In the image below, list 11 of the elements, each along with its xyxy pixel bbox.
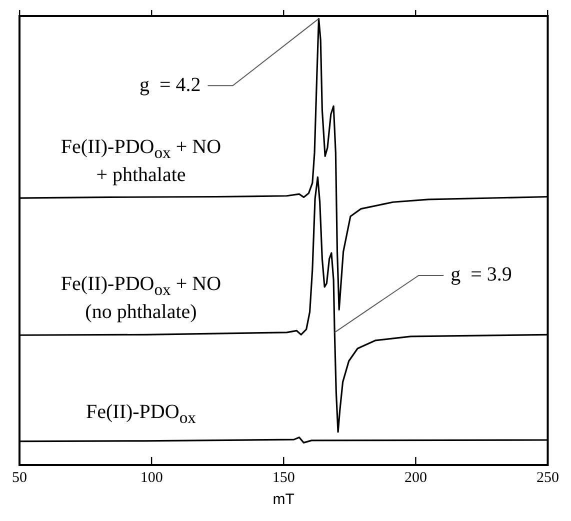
x-axis-title: mT: [272, 491, 294, 508]
x-tick-label: 150: [272, 470, 295, 486]
series-label: Fe(II)-PDO$_{ox}$ + NO + phthalate: [60, 136, 222, 186]
series-label: Fe(II)-PDO$_{ox}$ + NO (no phthalate): [60, 273, 222, 324]
x-tick-label: 200: [404, 470, 427, 486]
annotation: g = 3.9: [450, 264, 512, 286]
x-tick-label: 50: [12, 470, 27, 486]
x-tick-label: 100: [140, 470, 163, 486]
x-tick-label: 250: [536, 470, 559, 486]
series-label: Fe(II)-PDO$_{ox}$: [85, 401, 197, 430]
annotation: g = 4.2: [139, 74, 201, 96]
